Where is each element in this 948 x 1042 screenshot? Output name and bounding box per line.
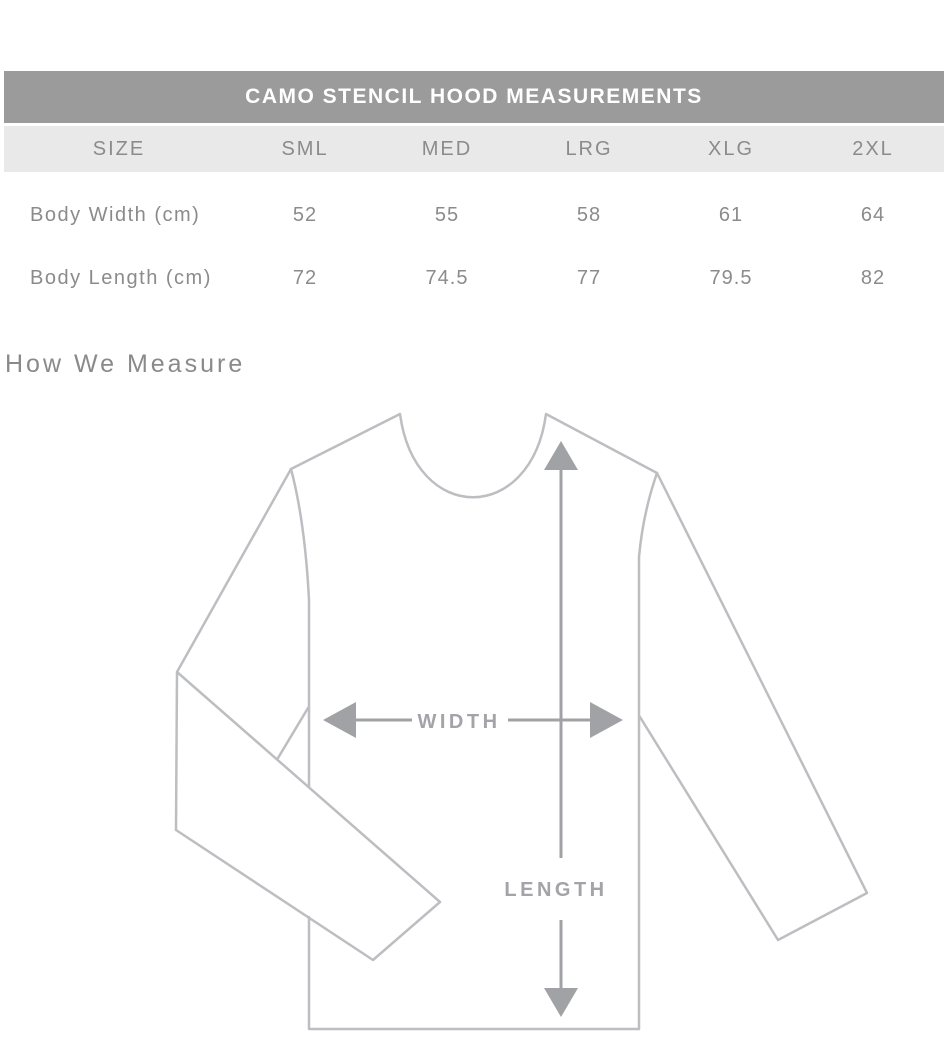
body-width-2xl: 64 (860, 204, 886, 226)
garment-left-underarm-seam (276, 706, 310, 760)
length-label: LENGTH (504, 879, 607, 901)
body-length-2xl: 82 (860, 267, 886, 289)
body-length-sml: 72 (292, 267, 318, 289)
width-arrowhead-left (323, 702, 356, 738)
table-header-row: SIZE SML MED LRG XLG 2XL (4, 126, 944, 172)
body-width-med: 55 (434, 204, 460, 226)
body-width-sml: 52 (292, 204, 318, 226)
body-width-xlg: 61 (718, 204, 744, 226)
table-row: Body Width (cm) 52 55 58 61 64 (4, 184, 944, 247)
column-header-sml: SML (281, 137, 329, 160)
length-arrowhead-top (544, 441, 578, 470)
table-body: Body Width (cm) 52 55 58 61 64 Body Leng… (4, 172, 944, 310)
column-header-size: SIZE (92, 137, 146, 160)
section-heading: How We Measure (5, 350, 246, 378)
column-header-xlg: XLG (707, 137, 755, 160)
length-arrowhead-bottom (544, 988, 578, 1017)
body-width-lrg: 58 (576, 204, 602, 226)
column-header-lrg: LRG (565, 137, 613, 160)
garment-left-sleeve (174, 467, 442, 962)
garment-body-outline (289, 412, 659, 1031)
body-length-xlg: 79.5 (709, 267, 753, 289)
column-header-med: MED (421, 137, 473, 160)
row-label-body-width: Body Width (cm) (30, 204, 201, 226)
body-length-med: 74.5 (425, 267, 469, 289)
width-arrow (323, 702, 623, 738)
table-row: Body Length (cm) 72 74.5 77 79.5 82 (4, 247, 944, 310)
body-length-lrg: 77 (576, 267, 602, 289)
width-label: WIDTH (417, 711, 500, 733)
table-title: CAMO STENCIL HOOD MEASUREMENTS (4, 71, 944, 123)
length-arrow (544, 441, 578, 1017)
width-arrowhead-right (590, 702, 623, 738)
size-chart-table: CAMO STENCIL HOOD MEASUREMENTS SIZE SML … (4, 71, 944, 310)
column-header-2xl: 2XL (852, 137, 894, 160)
row-label-body-length: Body Length (cm) (30, 267, 212, 289)
garment-right-sleeve (638, 471, 869, 942)
